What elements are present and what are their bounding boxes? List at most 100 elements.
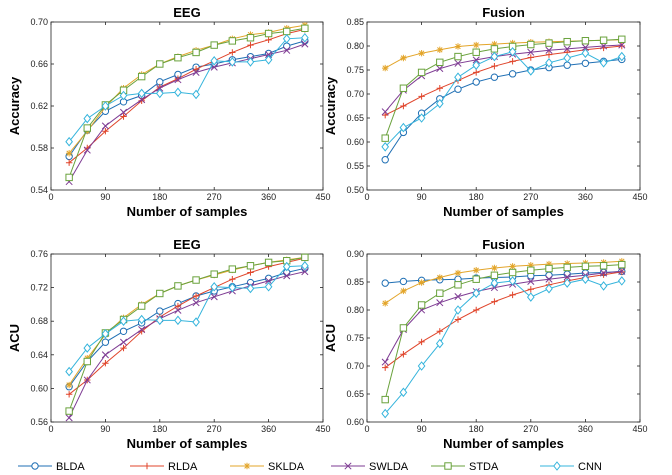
x-tick-label: 180 bbox=[152, 424, 167, 434]
data-point-swlda bbox=[83, 376, 91, 384]
data-point-stda bbox=[137, 302, 146, 310]
data-point-stda bbox=[228, 265, 237, 273]
data-point-cnn bbox=[526, 292, 535, 302]
y-tick-label: 0.64 bbox=[30, 350, 48, 360]
data-point-swlda bbox=[563, 273, 571, 281]
data-point-stda bbox=[618, 260, 626, 269]
data-point-swlda bbox=[381, 358, 389, 366]
data-point-sklda bbox=[473, 41, 480, 49]
data-point-cnn bbox=[192, 89, 200, 100]
data-point-swlda bbox=[454, 293, 462, 301]
data-point-stda bbox=[508, 268, 517, 277]
data-point-cnn bbox=[210, 281, 219, 292]
data-point-blda bbox=[381, 156, 389, 164]
data-point-cnn bbox=[137, 314, 146, 325]
legend-item-swlda: SWLDA bbox=[331, 461, 409, 473]
data-point-stda bbox=[228, 37, 237, 45]
data-point-sklda bbox=[400, 54, 407, 62]
legend-marker bbox=[344, 462, 352, 470]
data-point-swlda bbox=[545, 46, 553, 54]
data-point-rlda bbox=[545, 51, 553, 58]
chart-panel-1: EEG 0 90 180 270 360 450 0.54 0.58 0.62 0.66 0.70 Nu… bbox=[7, 5, 331, 219]
data-point-sklda bbox=[545, 260, 553, 268]
data-point-stda bbox=[618, 35, 626, 43]
data-point-rlda bbox=[436, 85, 443, 92]
data-point-cnn bbox=[119, 316, 128, 327]
data-point-sklda bbox=[454, 43, 462, 50]
data-point-stda bbox=[246, 262, 255, 270]
y-tick-label: 0.66 bbox=[30, 59, 48, 69]
data-point-rlda bbox=[473, 306, 480, 314]
data-point-rlda bbox=[491, 298, 498, 305]
legend-marker bbox=[31, 462, 39, 470]
data-point-cnn bbox=[119, 90, 128, 101]
data-point-rlda bbox=[454, 316, 462, 323]
chart-title: EEG bbox=[173, 5, 200, 20]
x-tick-label: 180 bbox=[469, 192, 484, 202]
x-tick-label: 270 bbox=[207, 192, 222, 202]
data-point-stda bbox=[454, 281, 462, 289]
y-tick-label: 0.68 bbox=[30, 316, 48, 326]
x-tick-label: 360 bbox=[578, 424, 593, 434]
data-point-stda bbox=[174, 282, 182, 290]
data-point-stda bbox=[246, 34, 255, 42]
x-tick-label: 360 bbox=[578, 192, 593, 202]
data-point-sklda bbox=[382, 300, 389, 307]
data-point-cnn bbox=[490, 51, 499, 62]
series-line-swlda bbox=[68, 271, 306, 419]
data-point-swlda bbox=[527, 48, 535, 56]
data-point-stda bbox=[454, 52, 462, 61]
y-tick-label: 0.76 bbox=[30, 249, 48, 259]
data-point-stda bbox=[264, 258, 273, 267]
data-point-cnn bbox=[617, 276, 626, 286]
data-point-sklda bbox=[400, 287, 407, 295]
data-point-sklda bbox=[509, 263, 516, 270]
y-tick-label: 0.58 bbox=[30, 143, 48, 153]
data-point-rlda bbox=[491, 62, 498, 70]
y-tick-label: 0.60 bbox=[346, 137, 364, 147]
data-point-stda bbox=[381, 134, 389, 142]
data-point-rlda bbox=[120, 113, 127, 120]
legend-label: BLDA bbox=[56, 461, 85, 473]
data-point-stda bbox=[174, 54, 182, 62]
data-point-cnn bbox=[399, 122, 408, 133]
data-point-stda bbox=[210, 270, 218, 278]
data-point-sklda bbox=[491, 40, 498, 48]
data-point-blda bbox=[381, 279, 389, 287]
data-point-cnn bbox=[526, 66, 535, 76]
legend-item-stda: STDA bbox=[431, 461, 499, 473]
data-point-cnn bbox=[301, 32, 309, 43]
data-point-stda bbox=[581, 37, 590, 45]
x-tick-label: 270 bbox=[207, 424, 222, 434]
series-cnn bbox=[381, 274, 626, 419]
data-point-rlda bbox=[418, 338, 425, 346]
data-point-cnn bbox=[174, 87, 182, 98]
plot-frame bbox=[50, 253, 324, 423]
data-point-stda bbox=[527, 40, 535, 49]
data-point-sklda bbox=[564, 260, 571, 267]
data-point-cnn bbox=[599, 57, 608, 68]
data-point-swlda bbox=[436, 65, 444, 73]
series-stda bbox=[381, 35, 626, 142]
y-axis-label: ACU bbox=[7, 324, 22, 352]
data-point-sklda bbox=[436, 46, 443, 54]
data-point-cnn bbox=[137, 88, 146, 99]
data-point-rlda bbox=[509, 291, 516, 299]
series-line-swlda bbox=[384, 270, 622, 363]
legend-item-sklda: SKLDA bbox=[230, 461, 305, 473]
data-point-rlda bbox=[400, 351, 407, 358]
legend-label: SKLDA bbox=[268, 461, 305, 473]
data-point-blda bbox=[563, 61, 571, 69]
data-point-swlda bbox=[545, 275, 553, 283]
data-point-cnn bbox=[581, 274, 590, 285]
data-point-stda bbox=[156, 60, 164, 68]
x-tick-label: 90 bbox=[100, 192, 110, 202]
data-point-sklda bbox=[454, 269, 462, 277]
data-point-stda bbox=[436, 58, 444, 67]
data-point-rlda bbox=[229, 276, 236, 283]
data-point-cnn bbox=[65, 366, 73, 377]
data-point-cnn bbox=[545, 57, 553, 68]
data-point-stda bbox=[301, 24, 309, 33]
data-point-cnn bbox=[399, 387, 408, 398]
x-tick-label: 0 bbox=[364, 192, 369, 202]
